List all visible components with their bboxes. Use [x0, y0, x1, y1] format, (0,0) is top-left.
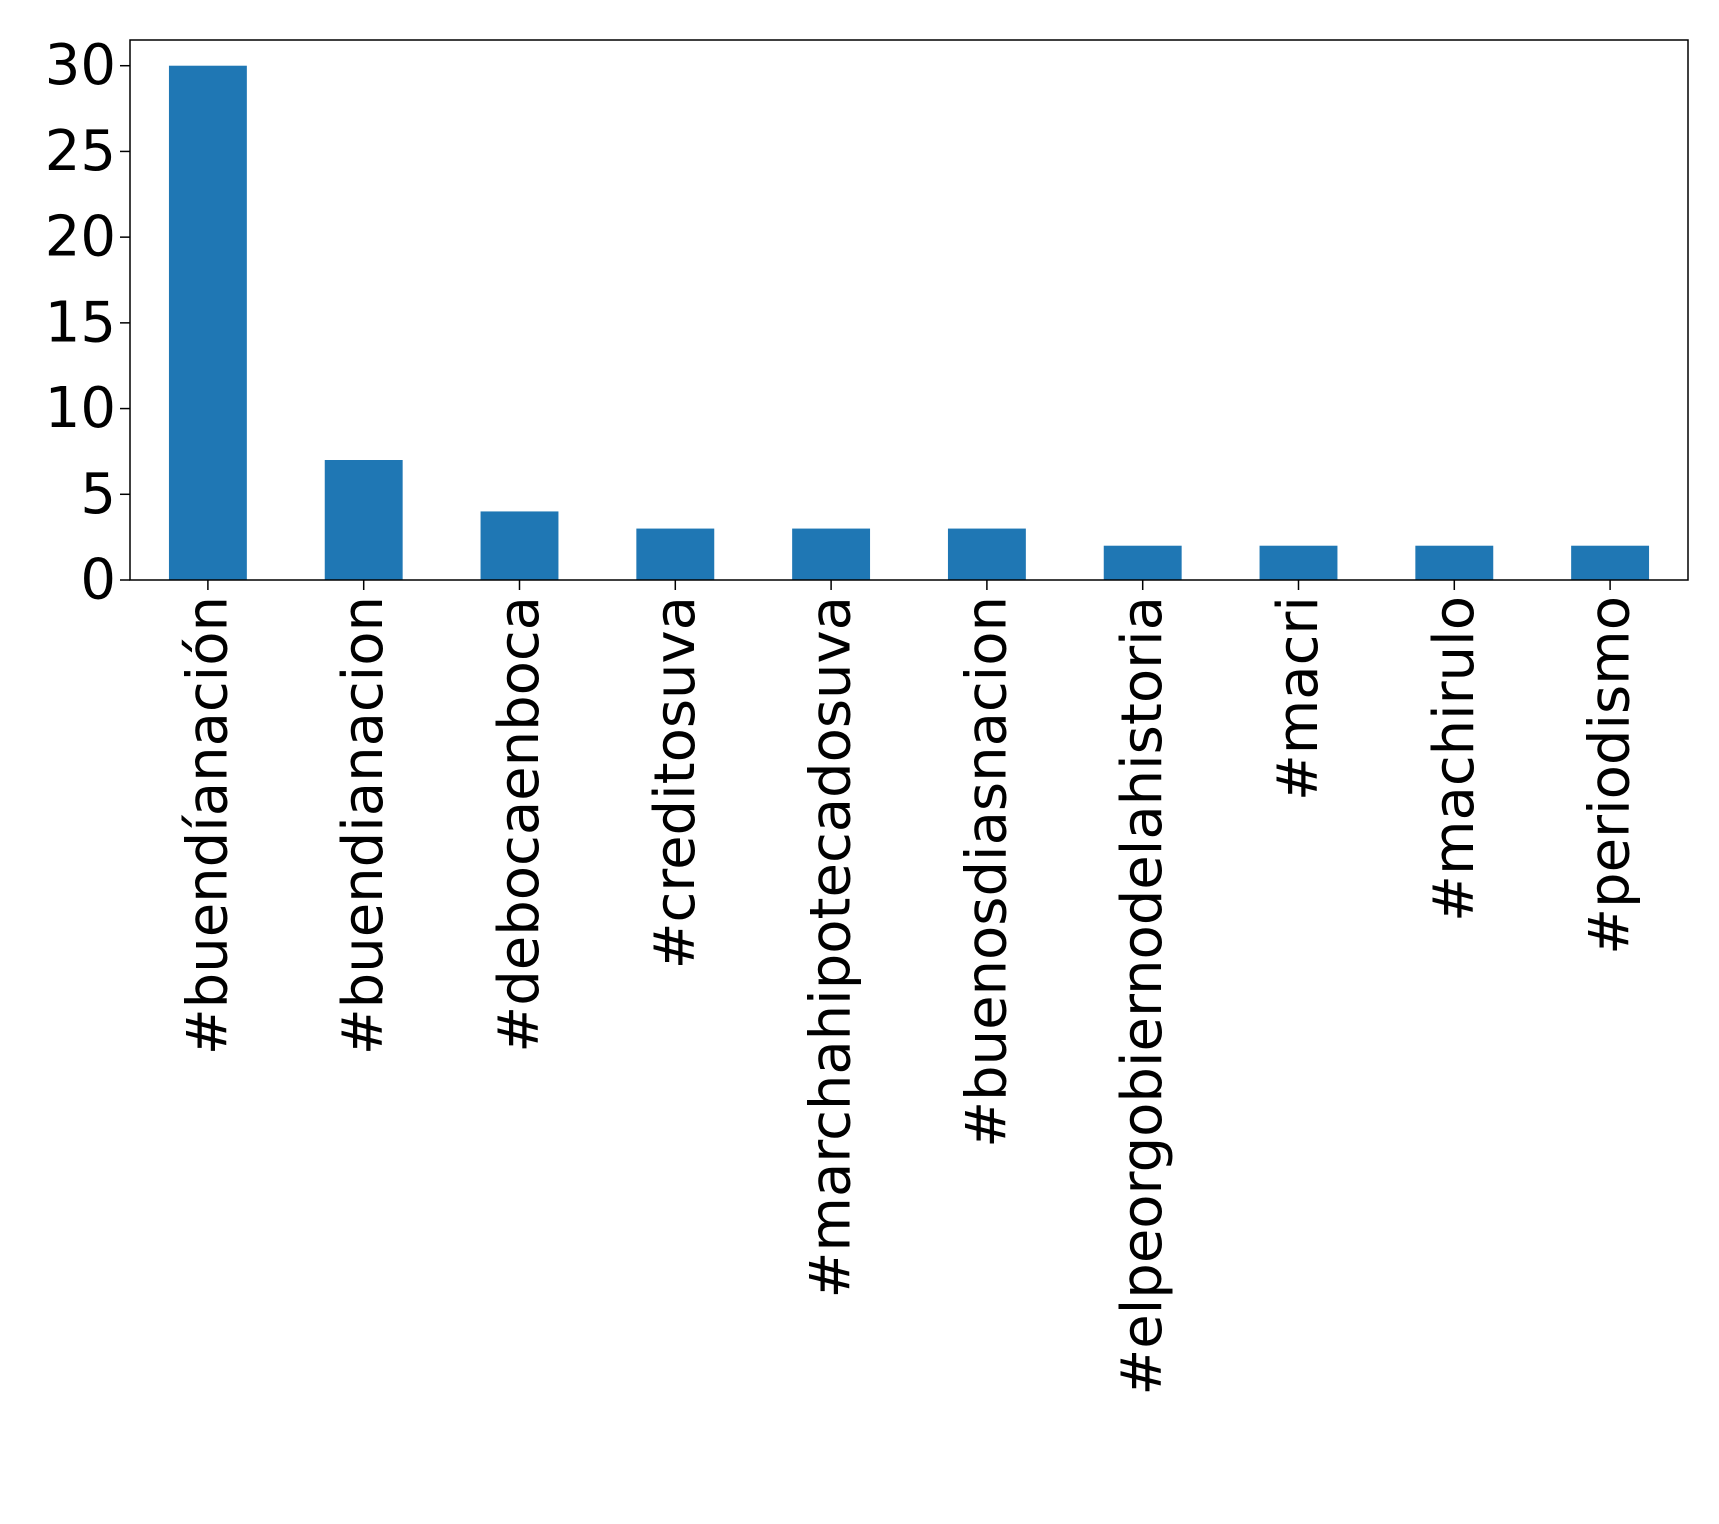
bar-10: [1571, 545, 1650, 580]
x-tick-label: #periodismo: [1578, 596, 1643, 955]
y-axis: 0 5 10 15 20 25 30: [45, 33, 130, 613]
x-tick-label: #debocaenboca: [487, 596, 552, 1053]
x-tick-label: #elpeorgobiernodelahistoria: [1110, 596, 1175, 1396]
y-tick-label: 15: [45, 290, 116, 355]
y-tick-label: 5: [80, 462, 116, 527]
y-tick-label: 25: [45, 119, 116, 184]
x-tick-label: #buenosdiasnacion: [954, 596, 1019, 1148]
y-tick-label: 30: [45, 33, 116, 98]
plot-frame: [129, 39, 1689, 581]
y-tick-label: 10: [45, 376, 116, 441]
x-tick-label: #macri: [1266, 596, 1331, 801]
bar-3: [480, 511, 559, 580]
x-axis: #buendíanación #buendianacion #debocaenboc…: [175, 580, 1643, 1396]
bar-5: [792, 528, 871, 580]
x-tick-label: #creditosuva: [643, 596, 708, 969]
bar-6: [947, 528, 1026, 580]
bar-7: [1103, 545, 1182, 580]
bar-8: [1259, 545, 1338, 580]
bars-layer: [168, 65, 1650, 580]
y-tick-label: 20: [45, 205, 116, 270]
x-tick-label: #marchahipotecadosuva: [799, 596, 864, 1299]
bar-2: [324, 460, 403, 580]
x-tick-label: #buendíanación: [175, 596, 240, 1055]
bar-4: [636, 528, 715, 580]
y-tick-label: 0: [80, 548, 116, 613]
bar-9: [1415, 545, 1494, 580]
x-tick-label: #buendianacion: [331, 596, 396, 1055]
bar-1: [168, 65, 247, 580]
x-tick-label: #machirulo: [1422, 596, 1487, 922]
